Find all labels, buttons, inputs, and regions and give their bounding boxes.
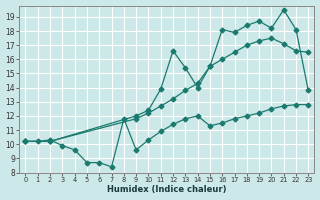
X-axis label: Humidex (Indice chaleur): Humidex (Indice chaleur) — [107, 185, 227, 194]
